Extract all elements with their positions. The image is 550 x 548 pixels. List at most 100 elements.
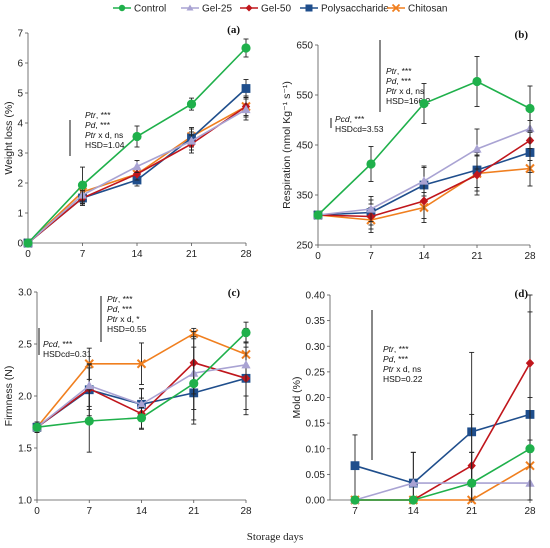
series-control <box>32 321 251 453</box>
annotation-text: , *** <box>117 304 132 314</box>
y-tick-label: 0.05 <box>306 470 326 481</box>
x-tick-label: 21 <box>471 251 483 262</box>
annotation-line: Pd, *** <box>107 304 133 314</box>
annotation-text: , *** <box>393 354 408 364</box>
series-gel-25 <box>350 451 535 504</box>
annotation-symbol: Ptr <box>386 86 398 96</box>
marker-control <box>132 131 142 142</box>
series-line-control <box>355 448 531 501</box>
legend-item-control: Control <box>113 4 166 15</box>
marker-control <box>313 210 323 220</box>
legend-label-gel-25: Gel-25 <box>202 4 232 15</box>
annotation-text: , *** <box>96 110 111 120</box>
annotation-symbol: Ptr <box>85 130 97 140</box>
legend-item-chitosan: Chitosan <box>387 4 447 15</box>
stats-annotation: Pcd, ***HSDcd=0.31 <box>38 328 92 359</box>
annotation-line: Ptr, *** <box>85 110 111 120</box>
x-tick-label: 28 <box>240 249 252 260</box>
series-control <box>23 38 251 248</box>
annotation-line: Pcd, *** <box>43 339 73 349</box>
annotation-symbol: Ptr <box>107 294 119 304</box>
annotation-line: Ptr, *** <box>386 66 412 76</box>
annotation-line: Ptr x d, ns <box>386 86 424 96</box>
x-tick-label: 14 <box>408 506 420 517</box>
y-tick-label: 0.30 <box>306 342 326 353</box>
y-tick-label: 1.0 <box>18 496 32 507</box>
x-tick-label: 21 <box>186 249 198 260</box>
x-tick-label: 14 <box>418 251 430 262</box>
annotation-symbol: Ptr <box>383 364 395 374</box>
annotation-text: x d, ns <box>394 364 421 374</box>
stats-annotation: Pcd, ***HSDcd=3.53 <box>330 114 384 134</box>
marker-control <box>32 422 42 432</box>
x-tick-label: 7 <box>80 249 86 260</box>
annotation-line: Pcd, *** <box>335 114 365 124</box>
x-tick-label: 0 <box>34 506 40 517</box>
marker-gel-25 <box>366 204 376 213</box>
marker-gel-25 <box>241 360 251 369</box>
marker-control <box>189 378 199 389</box>
y-tick-label: 2.0 <box>18 392 32 403</box>
x-axis-title: Storage days <box>247 531 304 543</box>
marker-control <box>186 99 197 109</box>
marker-gel-50 <box>132 169 142 179</box>
y-tick-label: 350 <box>296 191 313 202</box>
marker-gel-25 <box>186 136 197 145</box>
annotation-text: , *** <box>394 344 409 354</box>
marker-gel-25 <box>472 144 482 153</box>
annotation-symbol: Pcd <box>335 114 350 124</box>
stats-annotation: Ptr, ***Pd, ***Ptr x d, *HSD=0.55 <box>100 294 147 342</box>
x-tick-label: 7 <box>368 251 374 262</box>
annotation-text: , *** <box>95 120 110 130</box>
annotation-text: , *** <box>118 294 133 304</box>
y-tick-label: 550 <box>296 91 313 102</box>
y-tick-label: 6 <box>17 59 23 70</box>
marker-control <box>241 327 251 338</box>
annotation-text: , *** <box>397 66 412 76</box>
x-tick-label: 21 <box>466 506 478 517</box>
marker-control <box>23 238 33 248</box>
y-tick-label: 5 <box>17 89 23 100</box>
panel-c: 1.0 1.5 2.0 2.5 3.0 0 7 14 21 28 Firmness (N) (c) Pc… <box>3 287 252 517</box>
legend-item-gel-25: Gel-25 <box>181 4 232 15</box>
x-tick-label: 21 <box>188 506 200 517</box>
annotation-symbol: Pd <box>386 76 397 86</box>
series-polysaccharide <box>350 311 535 501</box>
annotation-line: Ptr x d, * <box>107 314 140 324</box>
y-tick-label: 2.5 <box>18 340 32 351</box>
x-tick-label: 14 <box>136 506 148 517</box>
y-axis-title: Weight loss (%) <box>3 101 15 174</box>
y-tick-label: 250 <box>296 241 313 252</box>
annotation-symbol: Pd <box>107 304 118 314</box>
panel-label: (d) <box>515 288 529 300</box>
y-tick-label: 1 <box>17 209 23 220</box>
series-control <box>313 56 535 220</box>
annotation-line: HSD=0.22 <box>383 374 423 384</box>
marker-control <box>241 43 251 53</box>
y-tick-label: 0.00 <box>306 496 326 507</box>
y-tick-label: 0.20 <box>306 393 326 404</box>
annotation-text: x d, ns <box>397 86 424 96</box>
marker-polysaccharide <box>241 84 251 93</box>
annotation-symbol: Ptr <box>85 110 97 120</box>
marker-gel-25 <box>84 380 94 390</box>
marker-control <box>525 444 535 454</box>
y-tick-label: 7 <box>17 29 23 40</box>
y-axis-title: Respiration (nmol Kg⁻¹ s⁻¹) <box>281 81 293 209</box>
series-control <box>350 397 535 505</box>
marker-gel-50 <box>525 358 535 368</box>
marker-control <box>77 180 88 190</box>
x-tick-label: 7 <box>86 506 92 517</box>
y-tick-label: 4 <box>17 119 23 130</box>
annotation-line: HSD=0.55 <box>107 324 147 334</box>
panel-b: 250 350 450 550 650 0 7 14 21 28 Respiration (nmol… <box>281 29 536 262</box>
y-tick-label: 3.0 <box>18 288 32 299</box>
legend-item-gel-50: Gel-50 <box>240 4 291 15</box>
y-tick-label: 0.35 <box>306 316 326 327</box>
series-line-gel-50 <box>355 362 531 501</box>
annotation-line: Ptr x d, ns <box>383 364 421 374</box>
